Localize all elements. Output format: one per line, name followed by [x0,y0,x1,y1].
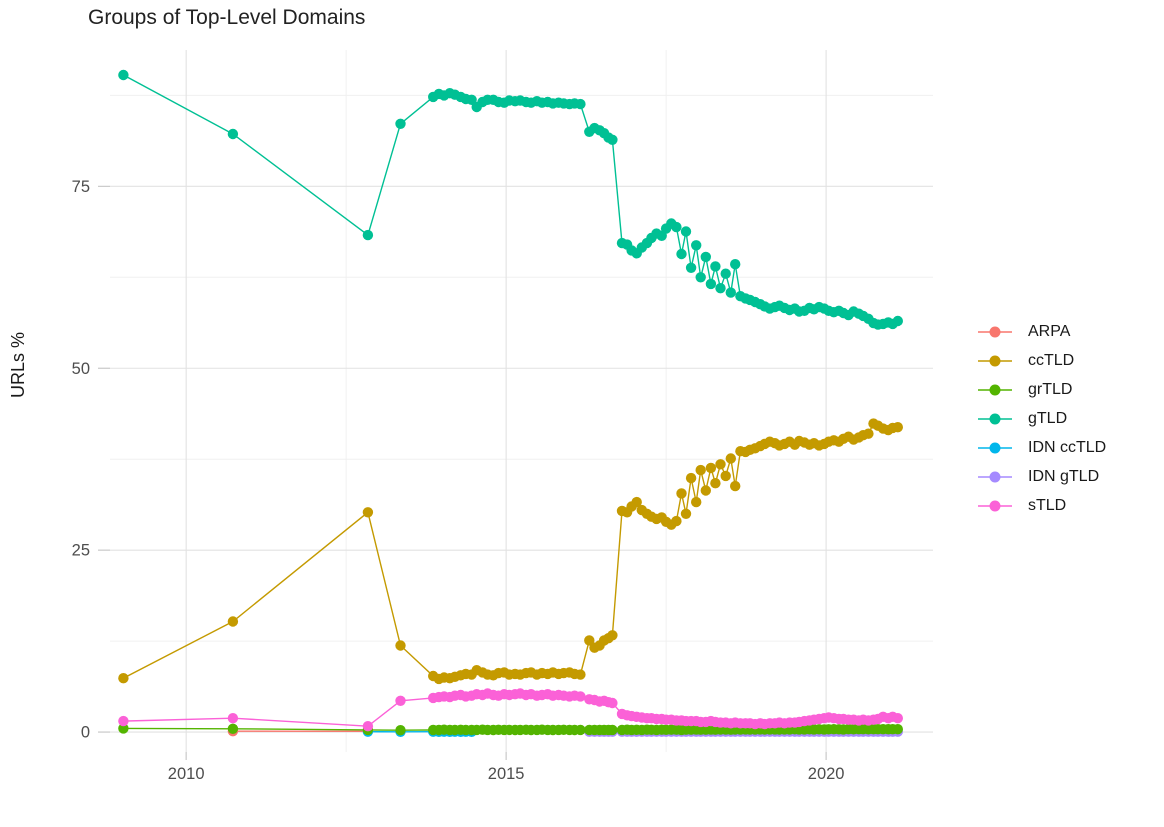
data-point [118,715,129,727]
data-point [395,118,406,129]
data-point [227,616,239,627]
y-tick-label: 50 [72,360,90,378]
data-point [700,251,711,263]
legend-label: ccTLD [1028,352,1075,369]
legend-label: IDN ccTLD [1028,439,1107,456]
legend-key-icon [978,442,1012,454]
data-point [671,221,682,233]
series-line [123,422,898,680]
data-point [892,724,903,735]
data-point [892,422,903,433]
data-point [395,695,406,706]
legend-item-sTLD: sTLD [977,496,1106,516]
data-point [700,485,711,496]
legend-label: gTLD [1028,410,1068,427]
gridlines-minor [110,50,933,752]
legend-item-IDN-gTLD: IDN gTLD [977,467,1106,487]
legend-key-icon [978,413,1012,425]
data-point [710,478,721,489]
legend-key-icon [978,500,1012,512]
data-point [730,480,741,492]
legend-item-IDN-ccTLD: IDN ccTLD [977,438,1106,458]
data-point [466,94,477,106]
x-tick-label: 2010 [168,765,205,783]
legend-label: grTLD [1028,381,1073,398]
data-point [362,507,374,518]
series-line [123,74,899,326]
data-point [671,515,682,527]
data-point [607,630,618,641]
data-point [607,134,618,145]
data-point [715,283,726,294]
data-point [680,508,692,519]
series-ARPA [227,726,374,737]
data-point [715,459,726,470]
legend: ARPA ccTLD grTLD gTLD IDN ccTLD IDN gTLD sTLD [977,322,1106,525]
legend-label: sTLD [1028,497,1067,514]
data-point [227,713,239,724]
data-point [395,725,406,736]
data-point [631,496,642,508]
x-tick-label: 2020 [808,765,845,783]
data-point [710,261,721,272]
data-point [362,229,374,241]
data-point [695,464,706,476]
data-point [725,453,736,464]
data-point [725,287,736,298]
data-point [227,723,239,734]
y-tick-label: 75 [72,178,90,196]
data-point [575,724,586,736]
data-point [227,128,239,140]
data-point [695,272,706,283]
series-gTLD [118,69,903,330]
legend-item-ARPA: ARPA [977,322,1106,342]
legend-label: IDN gTLD [1028,468,1100,485]
data-point [118,69,129,81]
data-point [575,691,586,702]
data-point [720,268,731,279]
legend-key-icon [978,326,1012,338]
chart-title: Groups of Top-Level Domains [88,6,366,29]
legend-item-ccTLD: ccTLD [977,351,1106,371]
data-point [607,724,618,736]
data-point [685,262,697,273]
data-point [607,697,618,709]
data-point [362,721,374,732]
data-point [705,278,717,290]
legend-item-grTLD: grTLD [977,380,1106,400]
data-point [685,472,697,484]
legend-label: ARPA [1028,323,1071,340]
data-point [676,248,687,260]
series-ccTLD [118,418,903,685]
data-point [575,98,586,110]
data-point [892,713,903,724]
legend-item-gTLD: gTLD [977,409,1106,429]
data-point [892,315,903,327]
data-point [730,259,741,270]
data-point [118,723,129,734]
data-point [863,428,874,439]
data-point [720,470,731,482]
data-point [676,488,687,499]
legend-key-icon [978,471,1012,483]
legend-key-icon [978,384,1012,396]
data-point [395,640,406,651]
y-tick-label: 25 [72,542,90,560]
data-point [691,496,702,508]
axes: 2010 2015 2020 0 25 50 75 [72,178,845,783]
gridlines-major [110,50,933,752]
data-point [680,226,692,237]
legend-key-icon [978,355,1012,367]
data-point [575,669,586,680]
series-sTLD [118,688,903,732]
y-axis-title: URLs % [8,332,28,399]
data-point [584,635,595,646]
data-point [705,462,717,474]
x-tick-label: 2015 [488,765,525,783]
y-tick-label: 0 [81,724,90,742]
data-point [691,240,702,251]
data-point [118,673,129,684]
